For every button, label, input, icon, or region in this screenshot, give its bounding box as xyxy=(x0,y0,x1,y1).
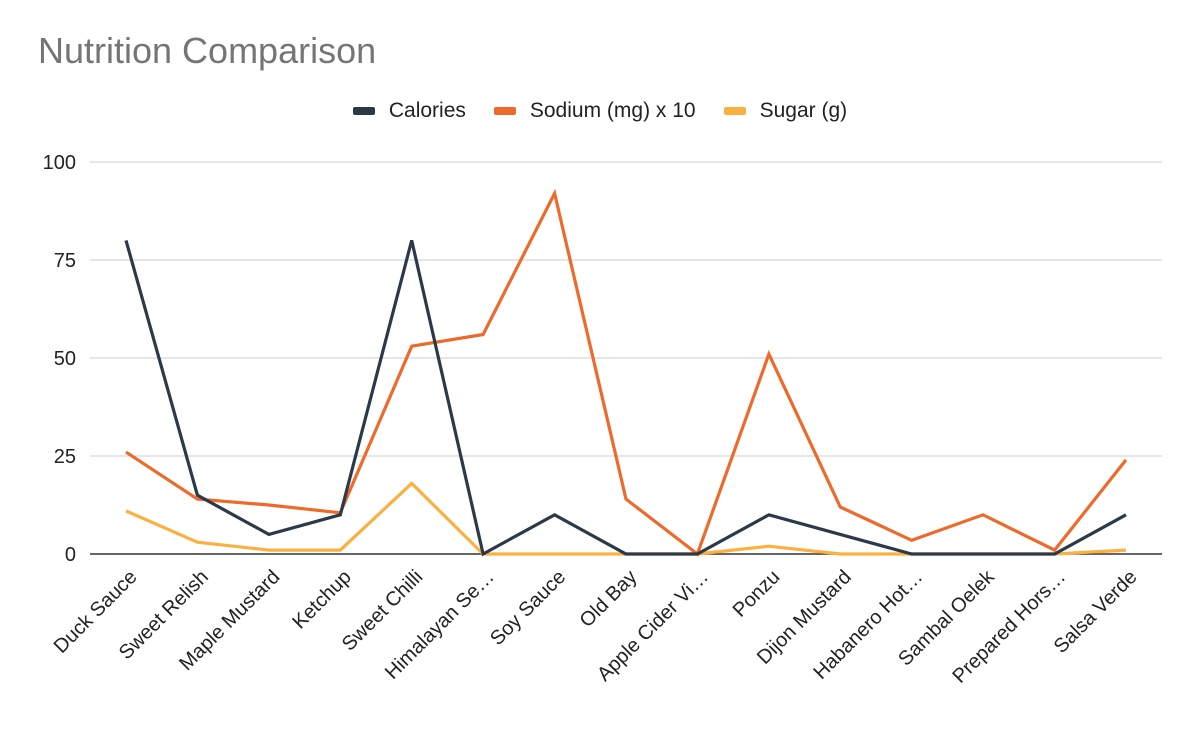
chart-title: Nutrition Comparison xyxy=(38,30,377,71)
y-tick-label: 50 xyxy=(54,348,76,370)
legend-label: Sugar (g) xyxy=(759,99,848,122)
legend-label: Calories xyxy=(388,99,466,122)
legend-swatch xyxy=(352,107,375,115)
series-line-sodium-mg-x-10 xyxy=(125,188,1128,557)
series-line-calories xyxy=(124,239,1127,557)
y-tick-label: 75 xyxy=(54,250,76,272)
legend: Calories Sodium (mg) x 10 Sugar (g) xyxy=(0,99,1200,123)
legend-item: Calories xyxy=(352,99,466,123)
y-tick-label: 25 xyxy=(54,446,76,468)
series-lines xyxy=(124,188,1128,557)
legend-item: Sodium (mg) x 10 xyxy=(493,99,696,123)
legend-label: Sodium (mg) x 10 xyxy=(529,99,696,122)
legend-swatch xyxy=(723,107,746,115)
y-tick-label: 0 xyxy=(65,544,76,566)
x-category-label: Old Bay xyxy=(576,566,642,632)
y-tick-label: 100 xyxy=(43,152,76,174)
x-category-label: Ponzu xyxy=(729,566,785,622)
y-axis-ticks: 0 25 50 75 100 xyxy=(43,152,76,566)
x-category-label: Ketchup xyxy=(288,566,355,633)
legend-item: Sugar (g) xyxy=(723,99,848,123)
x-category-label: Soy Sauce xyxy=(486,566,570,650)
legend-swatch xyxy=(493,107,516,115)
